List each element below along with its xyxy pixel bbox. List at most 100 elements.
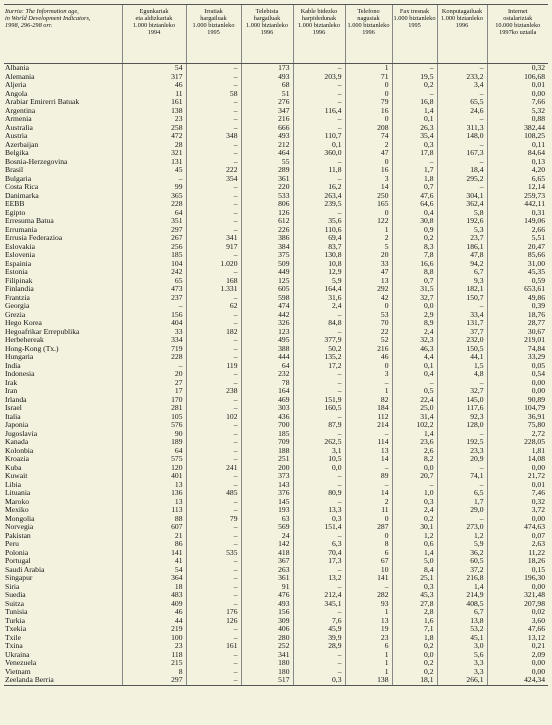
cell-value: 472 — [121, 132, 186, 141]
table-row: Erresuma Batua 351–612 35,6 122 30,8 192,6 149… — [4, 217, 548, 226]
cell-value: 93 — [344, 599, 392, 608]
cell-value: 0,00 — [486, 378, 548, 387]
cell-value: 0 — [344, 208, 392, 217]
cell-value: – — [292, 123, 345, 132]
cell-value: 14 — [344, 455, 392, 464]
column-header-line: Egunkariak — [139, 8, 169, 15]
cell-value: 0,15 — [486, 565, 548, 574]
cell-value: – — [185, 63, 241, 73]
cell-value: 151,4 — [292, 523, 345, 532]
country-name: Vietnam — [5, 667, 31, 676]
table-row: Ukraina 118–341–1 0,0 5,6 2,09 — [4, 650, 548, 659]
cell-value: 188 — [240, 446, 293, 455]
cell-value: 113 — [121, 506, 186, 515]
cell-value: 700 — [240, 421, 293, 430]
cell-value: – — [436, 480, 487, 489]
cell-value: 259,73 — [486, 191, 548, 200]
table-row: Brasil 45 222 289 11,8 16 1,7 18,4 4,20 — [4, 166, 548, 175]
table-row: Arabiar Emirerri Batuak 161–276–79 16,8 65,… — [4, 98, 548, 107]
cell-value: – — [292, 378, 345, 387]
cell-value: 238 — [185, 387, 241, 396]
cell-value: – — [292, 81, 345, 90]
cell-value: 252 — [240, 642, 293, 651]
table-row: Finlandia 473 1.331 605 164,4 292 31,5 182,1 653… — [4, 285, 548, 294]
cell-value: – — [185, 523, 241, 532]
table-row: Japonia 576–700 87,9 214 102,2 128,0 75,80 — [4, 421, 548, 430]
cell-value: 6,3 — [292, 540, 345, 549]
cell-value: 36,2 — [436, 548, 487, 557]
country-name: Turkia — [5, 616, 25, 625]
cell-value: 160,5 — [292, 404, 345, 413]
cell-value: 125 — [240, 276, 293, 285]
cell-value: 20,47 — [486, 242, 548, 251]
cell-value: 0,4 — [391, 208, 437, 217]
cell-value: 8 — [344, 540, 392, 549]
cell-value: 53 — [344, 310, 392, 319]
table-row: Georgia –62 474 2,4 0 0,0–0,39 — [4, 302, 548, 311]
cell-value: 0,00 — [486, 514, 548, 523]
country-name: EEBB — [5, 200, 25, 208]
cell-value: 8 — [121, 667, 186, 676]
cell-value: – — [436, 63, 487, 73]
cell-value: 44 — [121, 616, 186, 625]
cell-value: 241 — [185, 463, 241, 472]
cell-value: 0 — [344, 531, 392, 540]
cell-value: 70 — [344, 319, 392, 328]
cell-value: 242 — [121, 268, 186, 277]
cell-value: – — [344, 429, 392, 438]
cell-value: – — [185, 429, 241, 438]
cell-value: 7,8 — [391, 251, 437, 260]
country-name: Herbehereak — [5, 336, 44, 344]
cell-value: 185 — [121, 251, 186, 260]
cell-value: 13 — [344, 446, 392, 455]
cell-value: 806 — [240, 200, 293, 209]
cell-value: 156 — [240, 608, 293, 617]
table-row: Israel 281–303 160,5 184 25,0 117,6 104,79 — [4, 404, 548, 413]
source-line: Iturria: The Information age, — [5, 8, 79, 15]
cell-value: 168 — [185, 276, 241, 285]
cell-value: 1,7 — [391, 166, 437, 175]
cell-value: – — [185, 378, 241, 387]
cell-value: – — [292, 667, 345, 676]
table-row: Belgika 321–464 360,0 47 17,8 167,3 84,64 — [4, 149, 548, 158]
cell-value: 21 — [121, 531, 186, 540]
table-row: Kanada 189–709 262,5 114 23,6 192,5 228,05 — [4, 438, 548, 447]
cell-value: – — [185, 115, 241, 124]
cell-value: 23,7 — [436, 234, 487, 243]
cell-value: 474 — [240, 302, 293, 311]
cell-value: 263,4 — [292, 191, 345, 200]
cell-value: 24 — [240, 531, 293, 540]
table-row: Hong-Kong (Tx.) 719–388 50,2 216 46,3 150,5 74… — [4, 344, 548, 353]
cell-value: 186,1 — [436, 242, 487, 251]
cell-value: 1,5 — [436, 361, 487, 370]
cell-value: – — [292, 531, 345, 540]
cell-value: 0,2 — [391, 234, 437, 243]
cell-value: – — [292, 98, 345, 107]
cell-value: 409 — [121, 599, 186, 608]
cell-value: 267 — [121, 234, 186, 243]
cell-value: 3,72 — [486, 506, 548, 515]
cell-value: 0,3 — [391, 582, 437, 591]
cell-value: 167,3 — [436, 149, 487, 158]
cell-value: 200 — [240, 463, 293, 472]
cell-value: 0,00 — [486, 463, 548, 472]
column-header-line: 1.000 biztanleko — [441, 15, 483, 22]
cell-value: 19 — [344, 625, 392, 634]
cell-value: 607 — [121, 523, 186, 532]
cell-value: 176 — [185, 608, 241, 617]
cell-value: 79 — [185, 514, 241, 523]
table-row: Portugal 41–367 17,3 67 5,0 60,5 18,26 — [4, 557, 548, 566]
cell-value: 33 — [121, 327, 186, 336]
cell-value: 493 — [240, 72, 293, 81]
country-name: Zeelanda Berria — [4, 676, 122, 686]
cell-value: 464 — [240, 149, 293, 158]
cell-value: 219,01 — [486, 336, 548, 345]
cell-value: 474,63 — [486, 523, 548, 532]
table-row: Txile 100–280 39,9 23 1,8 45,1 13,12 — [4, 633, 548, 642]
cell-value: 216,8 — [436, 574, 487, 583]
cell-value: 17,3 — [292, 557, 345, 566]
table-row: Txekia 219–406 45,9 19 7,1 53,2 47,66 — [4, 625, 548, 634]
cell-value: – — [344, 463, 392, 472]
cell-value: 535 — [185, 548, 241, 557]
cell-value: – — [391, 157, 437, 166]
